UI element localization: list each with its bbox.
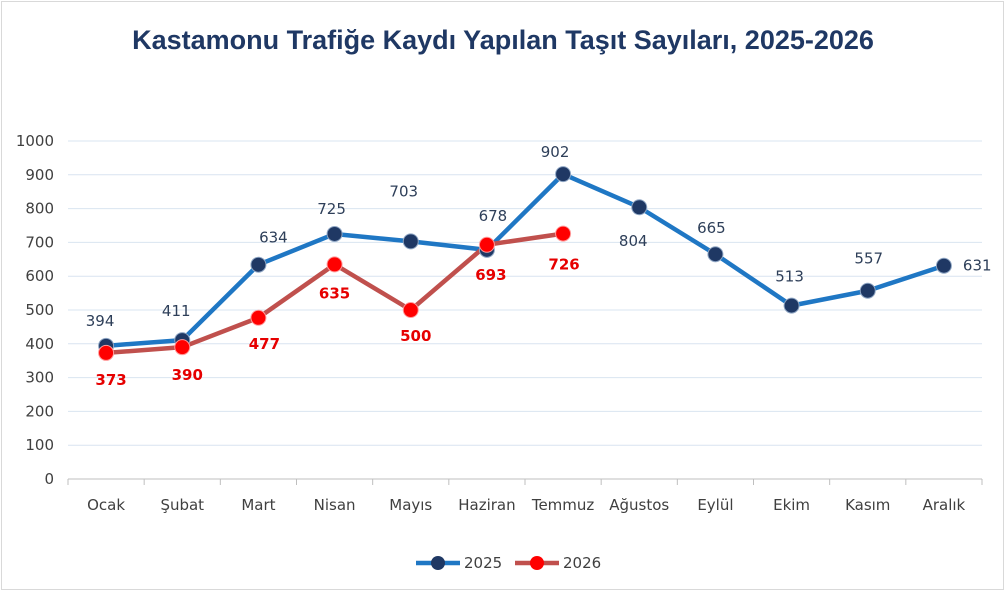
point-2026-Mayıs [402, 302, 419, 318]
series-line-2025 [103, 171, 947, 349]
x-tick-label: Ekim [773, 496, 810, 514]
data-label-2025: 678 [479, 207, 508, 225]
point-2026-Ocak [98, 344, 115, 361]
x-tick-label: Eylül [697, 496, 733, 514]
x-tick-label: Kasım [845, 496, 890, 514]
x-tick-label: Şubat [160, 496, 204, 514]
data-label-2026: 693 [475, 266, 506, 284]
data-label-2025: 725 [317, 200, 346, 218]
y-tick-label: 800 [25, 200, 54, 218]
point-2026-Temmuz [555, 225, 572, 242]
y-tick-label: 400 [25, 335, 54, 353]
legend: 2025 2026 [416, 554, 601, 572]
data-label-2026: 390 [172, 366, 203, 384]
point-2025-Ağustos [631, 199, 648, 216]
y-tick-label: 1000 [16, 132, 54, 150]
data-label-2025: 557 [854, 250, 883, 268]
point-2025-Eylül [707, 246, 724, 263]
point-2025-Ekim [783, 297, 800, 314]
y-tick-label: 500 [25, 301, 54, 319]
y-tick-label: 100 [25, 436, 54, 454]
data-label-2025: 804 [619, 232, 648, 250]
point-2025-Nisan [326, 225, 343, 242]
x-tick-label: Mayıs [389, 496, 432, 514]
point-2026-Şubat [174, 339, 191, 356]
series-markers [98, 166, 952, 361]
data-label-2025: 665 [697, 219, 726, 237]
x-tick-label: Ağustos [609, 496, 669, 514]
y-tick-label: 900 [25, 166, 54, 184]
data-label-2025: 634 [259, 229, 288, 247]
y-tick-label: 700 [25, 233, 54, 251]
y-tick-label: 600 [25, 267, 54, 285]
data-label-2025: 513 [775, 268, 804, 286]
legend-marker-2026 [530, 556, 544, 570]
point-2026-Mart [250, 309, 267, 326]
data-label-2026: 373 [95, 371, 126, 389]
data-label-2026: 477 [249, 335, 280, 353]
legend-label-2025: 2025 [464, 554, 502, 572]
x-tick-label: Aralık [923, 496, 966, 514]
point-2025-Temmuz [555, 166, 572, 183]
legend-marker-2025 [431, 556, 445, 570]
data-label-2025: 411 [162, 302, 191, 320]
data-labels: 394 411 634 725 703 678 902 804 665 513 557 631 373 3… [86, 143, 992, 389]
point-2025-Aralık [935, 257, 952, 274]
legend-label-2026: 2026 [563, 554, 601, 572]
data-label-2026: 500 [400, 327, 431, 345]
point-2026-Haziran [478, 236, 495, 253]
x-tick-label: Temmuz [531, 496, 595, 514]
data-label-2025: 703 [389, 182, 418, 200]
point-2025-Kasım [859, 282, 876, 299]
x-tick-label: Ocak [87, 496, 125, 514]
data-label-2026: 726 [548, 256, 579, 274]
x-tick-label: Haziran [458, 496, 515, 514]
gridlines [68, 140, 982, 480]
series-lines [103, 171, 947, 356]
y-axis-ticks: 0 100 200 300 400 500 600 700 800 900 1000 [16, 132, 54, 488]
chart-title: Kastamonu Trafiğe Kaydı Yapılan Taşıt Sa… [132, 25, 874, 55]
point-2025-Mayıs [402, 233, 419, 250]
point-2026-Nisan [326, 256, 343, 273]
y-tick-label: 200 [25, 402, 54, 420]
x-tick-label: Nisan [314, 496, 356, 514]
data-label-2025: 631 [963, 257, 992, 275]
data-label-2025: 394 [86, 312, 115, 330]
y-tick-label: 0 [44, 470, 54, 488]
data-label-2026: 635 [319, 284, 350, 302]
data-label-2025: 902 [541, 143, 570, 161]
x-tick-label: Mart [241, 496, 275, 514]
x-axis-ticks: Ocak Şubat Mart Nisan Mayıs Haziran Temmuz Ağus… [67, 479, 983, 514]
y-tick-label: 300 [25, 369, 54, 387]
point-2025-Mart [250, 256, 267, 273]
